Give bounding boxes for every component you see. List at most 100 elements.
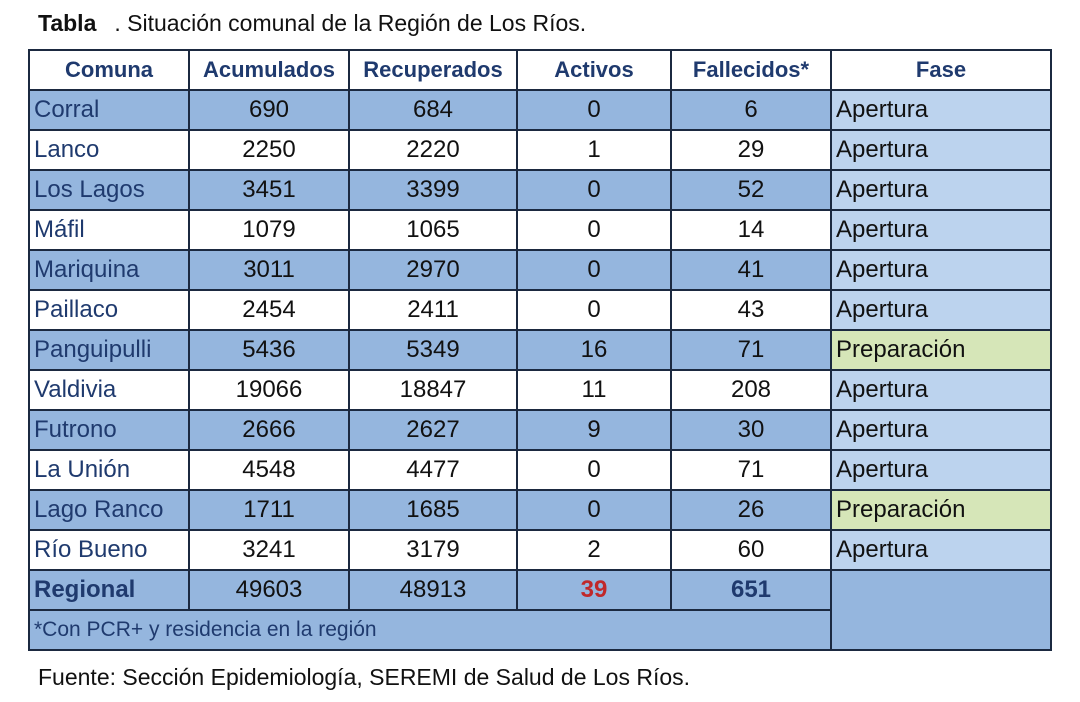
header-row: Comuna Acumulados Recuperados Activos Fallec…	[28, 49, 1052, 91]
number-cell: 11	[516, 369, 672, 411]
phase-cell: Apertura	[830, 529, 1052, 571]
number-cell: 1	[516, 129, 672, 171]
number-cell: 43	[670, 289, 832, 331]
number-cell: 2970	[348, 249, 518, 291]
number-cell: 0	[516, 89, 672, 131]
number-cell: 1711	[188, 489, 350, 531]
table-row: Corral 690 684 0 6 Apertura	[28, 89, 1052, 131]
total-cell: 651	[670, 569, 832, 611]
number-cell: 0	[516, 489, 672, 531]
number-cell: 690	[188, 89, 350, 131]
commune-cell: Valdivia	[28, 369, 190, 411]
phase-cell: Apertura	[830, 129, 1052, 171]
phase-cell: Apertura	[830, 289, 1052, 331]
number-cell: 52	[670, 169, 832, 211]
number-cell: 2666	[188, 409, 350, 451]
number-cell: 18847	[348, 369, 518, 411]
number-cell: 60	[670, 529, 832, 571]
number-cell: 2411	[348, 289, 518, 331]
number-cell: 16	[516, 329, 672, 371]
commune-cell: Río Bueno	[28, 529, 190, 571]
commune-cell: Los Lagos	[28, 169, 190, 211]
column-header: Recuperados	[348, 49, 518, 91]
number-cell: 26	[670, 489, 832, 531]
phase-cell: Preparación	[830, 329, 1052, 371]
phase-cell: Apertura	[830, 249, 1052, 291]
commune-cell: Lanco	[28, 129, 190, 171]
number-cell: 0	[516, 169, 672, 211]
table-title: Tabla . Situación comunal de la Región de…	[38, 10, 586, 37]
commune-cell: Máfil	[28, 209, 190, 251]
number-cell: 0	[516, 289, 672, 331]
number-cell: 2	[516, 529, 672, 571]
number-cell: 5436	[188, 329, 350, 371]
total-cell: 48913	[348, 569, 518, 611]
table-row: Panguipulli 5436 5349 16 71 Preparación	[28, 329, 1052, 371]
commune-cell: Mariquina	[28, 249, 190, 291]
number-cell: 3179	[348, 529, 518, 571]
number-cell: 14	[670, 209, 832, 251]
number-cell: 2627	[348, 409, 518, 451]
table-row: Lanco 2250 2220 1 29 Apertura	[28, 129, 1052, 171]
column-header: Activos	[516, 49, 672, 91]
number-cell: 2250	[188, 129, 350, 171]
table-row: Lago Ranco 1711 1685 0 26 Preparación	[28, 489, 1052, 531]
number-cell: 3451	[188, 169, 350, 211]
number-cell: 4477	[348, 449, 518, 491]
commune-cell: Lago Ranco	[28, 489, 190, 531]
column-header: Fase	[830, 49, 1052, 91]
title-text: . Situación comunal de la Región de Los …	[114, 10, 587, 36]
table-row: Paillaco 2454 2411 0 43 Apertura	[28, 289, 1052, 331]
phase-cell: Apertura	[830, 449, 1052, 491]
source: Fuente: Sección Epidemiología, SEREMI de…	[38, 664, 691, 690]
number-cell: 41	[670, 249, 832, 291]
number-cell: 208	[670, 369, 832, 411]
number-cell: 4548	[188, 449, 350, 491]
number-cell: 684	[348, 89, 518, 131]
number-cell: 9	[516, 409, 672, 451]
phase-cell: Preparación	[830, 489, 1052, 531]
phase-cell: Apertura	[830, 209, 1052, 251]
note-cell: *Con PCR+ y residencia en la región	[28, 609, 831, 651]
number-cell: 1065	[348, 209, 518, 251]
commune-cell: Panguipulli	[28, 329, 190, 371]
column-header: Acumulados	[188, 49, 350, 91]
number-cell: 2220	[348, 129, 518, 171]
commune-cell: Paillaco	[28, 289, 190, 331]
number-cell: 29	[670, 129, 832, 171]
table-row: Los Lagos 3451 3399 0 52 Apertura	[28, 169, 1052, 211]
phase-blank	[830, 569, 1052, 651]
total-label: Regional	[28, 569, 190, 611]
number-cell: 30	[670, 409, 832, 451]
number-cell: 5349	[348, 329, 518, 371]
phase-cell: Apertura	[830, 369, 1052, 411]
commune-table: Comuna Acumulados Recuperados Activos Fallec…	[28, 49, 1052, 651]
number-cell: 3241	[188, 529, 350, 571]
title-label: Tabla	[38, 10, 97, 36]
number-cell: 2454	[188, 289, 350, 331]
number-cell: 3011	[188, 249, 350, 291]
commune-cell: Futrono	[28, 409, 190, 451]
commune-cell: La Unión	[28, 449, 190, 491]
phase-cell: Apertura	[830, 169, 1052, 211]
number-cell: 0	[516, 249, 672, 291]
table-row: Futrono 2666 2627 9 30 Apertura	[28, 409, 1052, 451]
total-cell: 39	[516, 569, 672, 611]
phase-cell: Apertura	[830, 409, 1052, 451]
column-header: Fallecidos*	[670, 49, 832, 91]
number-cell: 6	[670, 89, 832, 131]
number-cell: 0	[516, 449, 672, 491]
number-cell: 1079	[188, 209, 350, 251]
number-cell: 71	[670, 329, 832, 371]
table-row: Valdivia 19066 18847 11 208 Apertura	[28, 369, 1052, 411]
table-row: La Unión 4548 4477 0 71 Apertura	[28, 449, 1052, 491]
total-cell: 49603	[188, 569, 350, 611]
table-row: Mariquina 3011 2970 0 41 Apertura	[28, 249, 1052, 291]
number-cell: 71	[670, 449, 832, 491]
number-cell: 3399	[348, 169, 518, 211]
phase-cell: Apertura	[830, 89, 1052, 131]
number-cell: 0	[516, 209, 672, 251]
commune-cell: Corral	[28, 89, 190, 131]
total-row: Regional 49603 48913 39 651	[28, 569, 1052, 651]
